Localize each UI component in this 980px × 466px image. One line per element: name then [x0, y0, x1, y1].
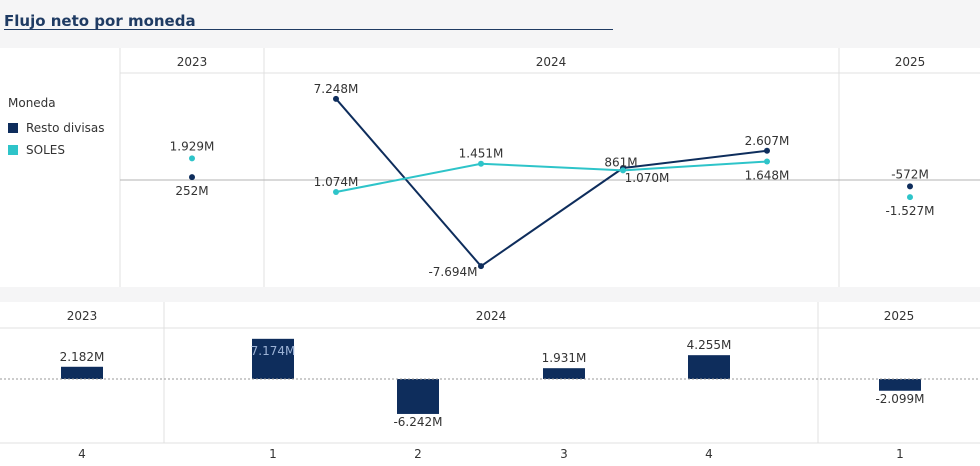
x-tick-label: 3 [560, 447, 568, 461]
legend-item-soles[interactable]: SOLES [8, 139, 105, 161]
x-tick-label: 4 [78, 447, 86, 461]
bar-chart-panel [0, 302, 980, 466]
data-point [764, 158, 770, 165]
data-point [907, 194, 913, 201]
data-point [333, 189, 339, 196]
data-label: 252M [175, 184, 208, 198]
year-header-label: 2025 [884, 309, 915, 323]
legend-item-resto-divisas[interactable]: Resto divisas [8, 117, 105, 139]
data-point [620, 167, 626, 174]
data-label: 1.451M [459, 147, 504, 161]
line-chart-panel [0, 48, 980, 287]
data-point [189, 155, 195, 162]
title-underline [4, 29, 613, 30]
legend: Moneda Resto divisas SOLES [8, 96, 105, 161]
data-point [907, 183, 913, 190]
year-header-label: 2023 [177, 55, 208, 69]
data-label: 1.070M [625, 171, 670, 185]
bar [543, 368, 585, 379]
data-label: 861M [604, 155, 637, 169]
bar-label: 4.255M [687, 338, 732, 352]
data-label: 1.648M [745, 169, 790, 183]
year-header-label: 2025 [895, 55, 926, 69]
series-line [335, 98, 768, 268]
data-label: 1.074M [314, 175, 359, 189]
bar [879, 379, 921, 391]
legend-label: SOLES [26, 143, 65, 157]
bar [252, 338, 294, 379]
data-point [333, 95, 339, 102]
x-tick-label: 4 [705, 447, 713, 461]
legend-label: Resto divisas [26, 121, 105, 135]
legend-swatch [8, 145, 18, 155]
data-label: -7.694M [428, 265, 477, 279]
data-label: 2.607M [745, 134, 790, 148]
bar-label: 7.174M [251, 344, 296, 358]
data-point [478, 263, 484, 270]
x-tick-label: 1 [896, 447, 904, 461]
bar-label: 1.931M [542, 351, 587, 365]
year-header-label: 2023 [67, 309, 98, 323]
x-tick-label: 1 [269, 447, 277, 461]
bar [61, 366, 103, 379]
year-header-label: 2024 [476, 309, 507, 323]
data-label: -1.527M [885, 204, 934, 218]
data-point [764, 147, 770, 154]
legend-swatch [8, 123, 18, 133]
bar [397, 379, 439, 414]
series-line [335, 160, 768, 194]
data-label: 7.248M [314, 82, 359, 96]
data-point [478, 160, 484, 167]
data-label: -572M [891, 167, 929, 181]
bar-label: -2.099M [875, 392, 924, 406]
bar-label: -6.242M [393, 415, 442, 429]
data-point [189, 174, 195, 181]
legend-title: Moneda [8, 96, 56, 110]
x-tick-label: 2 [414, 447, 422, 461]
chart-title: Flujo neto por moneda [4, 12, 196, 30]
year-header-label: 2024 [536, 55, 567, 69]
bar-label: 2.182M [60, 350, 105, 364]
bar [688, 355, 730, 379]
data-label: 1.929M [170, 139, 215, 153]
